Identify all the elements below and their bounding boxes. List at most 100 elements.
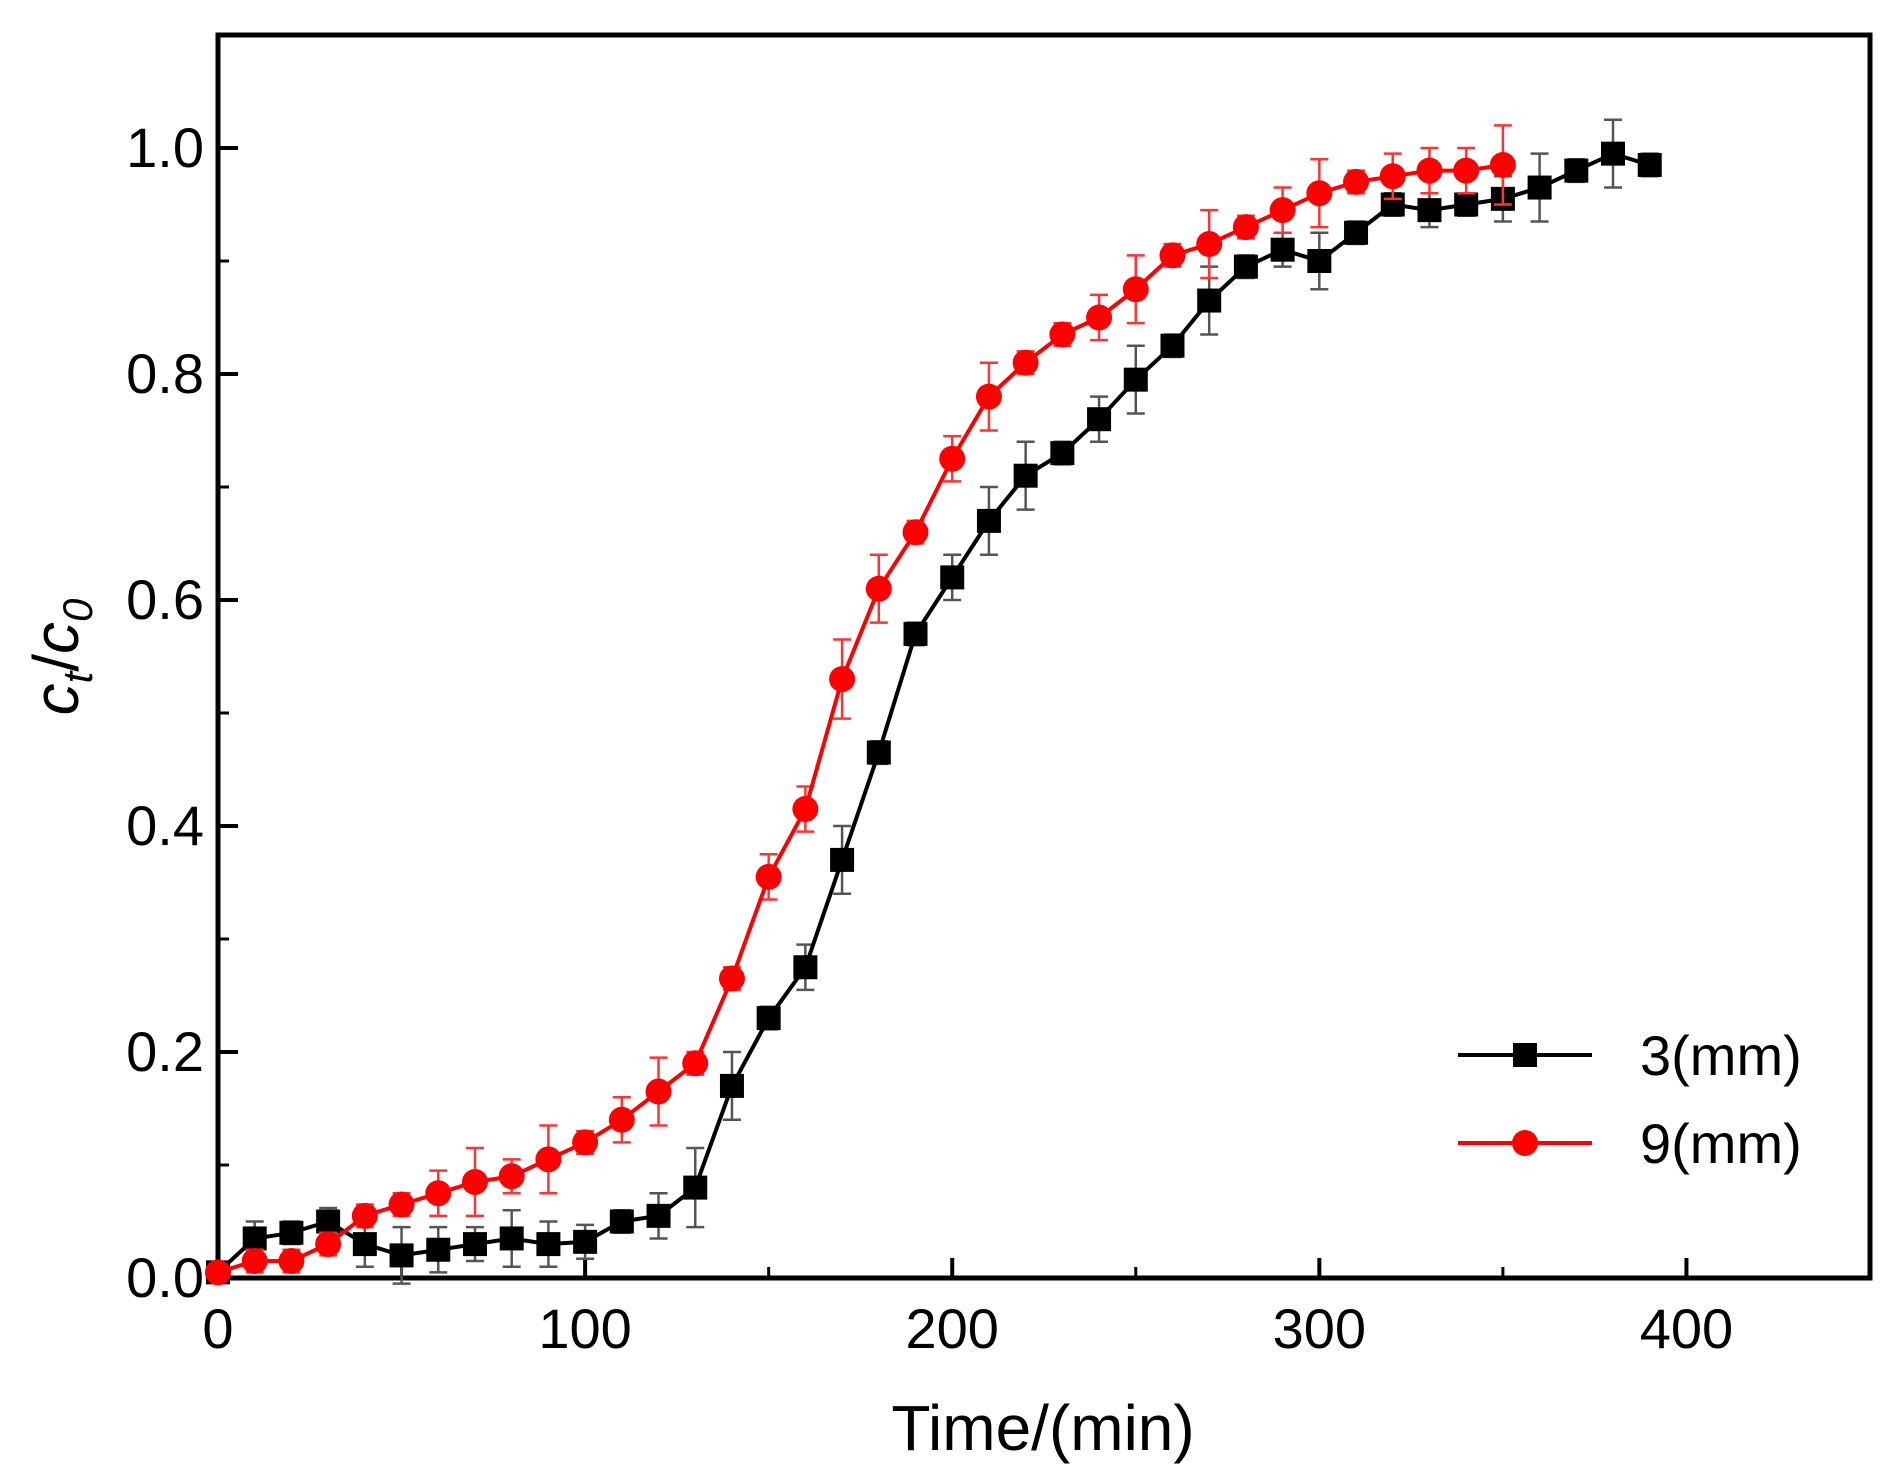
data-point: [1489, 151, 1516, 178]
y-axis-title-c: c: [20, 683, 92, 715]
tick-layer: 0 100 200 300 400 0.0 0.2 0.4 0.6 0.8 1.0: [126, 33, 1733, 1360]
data-point: [205, 1259, 231, 1286]
data-point: [793, 955, 818, 980]
data-point: [572, 1129, 599, 1156]
data-point: [499, 1226, 524, 1251]
data-point: [719, 1073, 744, 1098]
data-point: [1049, 321, 1076, 348]
data-point: [352, 1232, 377, 1257]
data-point: [682, 1050, 709, 1077]
data-point: [241, 1248, 268, 1275]
data-point: [866, 740, 891, 765]
legend-label-9mm: 9(mm): [1640, 1112, 1802, 1175]
data-point: [278, 1248, 305, 1275]
y-axis-title-c2: c: [20, 622, 92, 654]
data-point: [1379, 163, 1406, 190]
data-point: [535, 1146, 562, 1173]
data-point: [279, 1220, 304, 1245]
data-point: [1013, 463, 1038, 488]
data-point: [1160, 333, 1185, 358]
y-axis-title-slash: /: [20, 654, 92, 672]
legend-marker-3mm: [1513, 1043, 1537, 1067]
legend-marker-9mm: [1512, 1130, 1538, 1156]
series-0: [206, 118, 1662, 1285]
y-axis-title-sub-t: t: [54, 669, 101, 683]
data-point: [1564, 158, 1589, 183]
data-point: [1050, 441, 1075, 466]
y-tick-label: 0.6: [126, 568, 204, 631]
x-tick-label: 0: [202, 1297, 233, 1360]
data-point: [756, 1006, 781, 1031]
data-point: [1269, 197, 1296, 224]
data-point: [462, 1232, 487, 1257]
y-tick-label: 0.0: [126, 1246, 204, 1309]
data-point: [1232, 214, 1259, 241]
data-point: [646, 1203, 671, 1228]
y-tick-label: 1.0: [126, 116, 204, 179]
data-point: [1159, 242, 1186, 269]
data-point: [755, 863, 782, 890]
data-point: [1233, 254, 1258, 279]
y-axis-title: ct/c0: [20, 598, 101, 715]
data-point: [1344, 220, 1369, 245]
data-point: [1306, 180, 1333, 207]
data-point: [939, 445, 966, 472]
data-point: [975, 383, 1002, 410]
y-tick-label: 0.8: [126, 342, 204, 405]
data-point: [609, 1209, 634, 1234]
data-point: [315, 1231, 342, 1258]
data-point: [1123, 367, 1148, 392]
legend: 3(mm) 9(mm): [1458, 1024, 1802, 1175]
data-point: [865, 575, 892, 602]
series-layer: [205, 118, 1662, 1286]
data-point: [351, 1202, 378, 1229]
data-point: [242, 1226, 267, 1251]
data-point: [1122, 276, 1149, 303]
x-axis-title: Time/(min): [891, 1392, 1194, 1464]
x-tick-label: 400: [1640, 1297, 1733, 1360]
data-point: [425, 1180, 452, 1207]
y-tick-label: 0.4: [126, 794, 204, 857]
data-point: [1270, 237, 1295, 262]
data-point: [389, 1243, 414, 1268]
series-line: [217, 163, 1504, 1275]
data-point: [683, 1175, 708, 1200]
data-point: [1307, 249, 1332, 273]
data-point: [1087, 407, 1112, 432]
data-point: [1601, 141, 1626, 166]
y-tick-label: 0.2: [126, 1020, 204, 1083]
data-point: [1197, 288, 1222, 313]
data-point: [792, 796, 819, 823]
data-point: [1637, 152, 1662, 177]
data-point: [902, 519, 929, 546]
data-point: [1196, 231, 1223, 258]
data-point: [903, 621, 928, 646]
data-point: [976, 508, 1001, 533]
data-point: [498, 1163, 525, 1190]
x-tick-label: 200: [906, 1297, 999, 1360]
data-point: [1527, 175, 1552, 200]
data-point: [316, 1209, 341, 1234]
y-axis-title-sub-0: 0: [54, 598, 101, 622]
data-point: [1417, 198, 1442, 223]
data-point: [1416, 157, 1443, 184]
data-point: [829, 666, 856, 693]
data-point: [573, 1229, 598, 1254]
data-point: [645, 1078, 672, 1105]
data-point: [608, 1106, 635, 1133]
data-point: [388, 1191, 415, 1218]
data-point: [1454, 192, 1479, 217]
data-point: [940, 565, 965, 590]
x-tick-label: 100: [538, 1297, 631, 1360]
plot-frame: [215, 32, 1873, 1281]
data-point: [1086, 304, 1113, 331]
data-point: [718, 965, 745, 992]
series-line: [216, 151, 1651, 1274]
x-tick-label: 300: [1273, 1297, 1366, 1360]
data-point: [830, 847, 855, 872]
data-point: [1343, 168, 1370, 195]
legend-label-3mm: 3(mm): [1640, 1024, 1802, 1087]
data-point: [1453, 157, 1480, 184]
data-point: [536, 1232, 561, 1257]
